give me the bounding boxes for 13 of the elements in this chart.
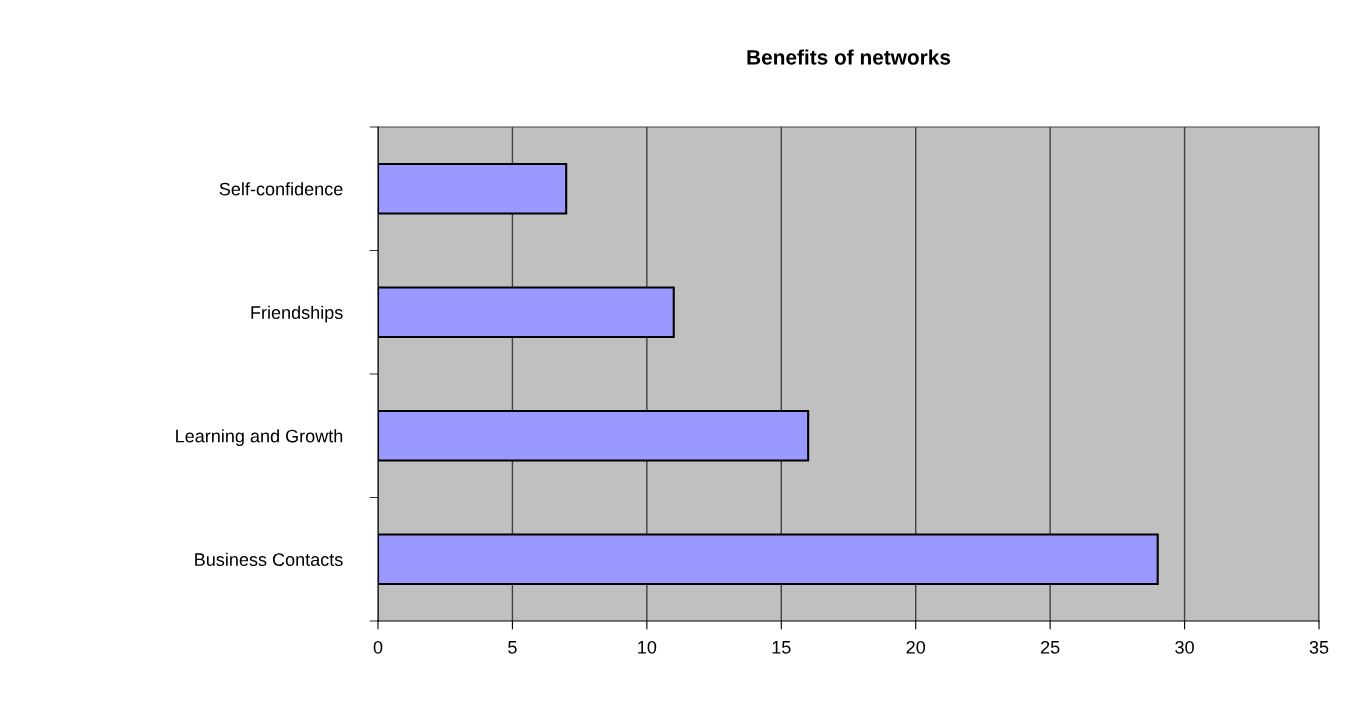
- x-tick-label: 25: [1041, 640, 1060, 654]
- x-tick-label: 0: [373, 640, 383, 654]
- x-tick-label: 35: [1309, 640, 1329, 654]
- y-tick-label: Learning and Growth: [176, 429, 343, 447]
- y-tick-label: Self-confidence: [219, 182, 343, 196]
- y-tick-label: Friendships: [251, 305, 343, 323]
- chart-title: Benefits of networks: [747, 49, 951, 65]
- x-tick-label: 15: [772, 641, 791, 654]
- y-tick-label: Business Contacts: [195, 552, 343, 566]
- x-tick-label: 30: [1175, 640, 1194, 654]
- x-tick-label: 10: [638, 640, 657, 654]
- x-tick-label: 20: [906, 640, 926, 654]
- x-tick-label: 5: [508, 641, 517, 654]
